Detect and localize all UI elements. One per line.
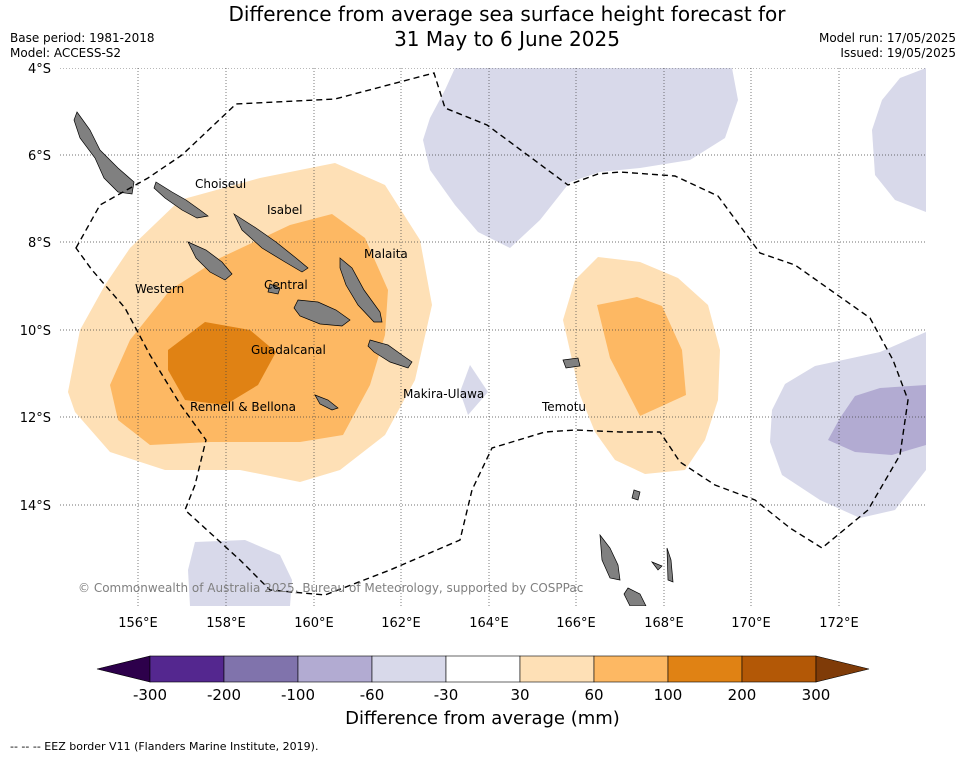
place-choiseul: Choiseul — [195, 177, 246, 191]
island-new-georgia — [187, 241, 233, 281]
title-line-2: 31 May to 6 June 2025 — [394, 27, 620, 51]
colorbar-tick-labels: -300 -200 -100 -60 -30 30 60 100 200 300 — [133, 686, 830, 704]
colorbar-segment — [667, 655, 743, 683]
island-rennell — [314, 394, 339, 411]
island-vanuatu-small2 — [666, 547, 674, 583]
contour-negative-south — [188, 540, 292, 606]
lon-label: 170°E — [731, 616, 771, 631]
contour-negative-east-inner — [828, 385, 926, 455]
colorbar-segment — [445, 655, 521, 683]
model-run: Model run: 17/05/2025 — [818, 31, 956, 45]
lat-label: 10°S — [20, 324, 51, 339]
longitude-labels: 156°E 158°E 160°E 162°E 164°E 166°E 168°… — [118, 616, 859, 631]
contour-positive-100-west — [168, 322, 276, 405]
lon-label: 160°E — [294, 616, 334, 631]
island-guadalcanal — [293, 299, 351, 327]
colorbar: -300 -200 -100 -60 -30 30 60 100 200 300 — [96, 655, 870, 704]
lon-label: 156°E — [118, 616, 158, 631]
gridlines — [60, 68, 926, 606]
colorbar-segment — [149, 655, 225, 683]
eez-border — [75, 72, 909, 596]
contour-negative-north — [423, 68, 738, 248]
land — [73, 111, 674, 606]
eez-legend-note: -- -- -- EEZ border V11 (Flanders Marine… — [10, 740, 319, 753]
place-rennell-bellona: Rennell & Bellona — [190, 400, 296, 414]
island-choiseul — [153, 181, 209, 219]
colorbar-segments — [149, 655, 817, 683]
lon-label: 158°E — [206, 616, 246, 631]
meta-right: Model run: 17/05/2025 Issued: 19/05/2025 — [819, 31, 956, 61]
colorbar-under-arrow — [96, 655, 151, 683]
place-makira-ulawa: Makira-Ulawa — [403, 387, 484, 401]
base-period: Base period: 1981-2018 — [10, 31, 155, 45]
island-isabel — [233, 213, 309, 273]
colorbar-segment — [297, 655, 373, 683]
map-area: © Commonwealth of Australia 2025, Bureau… — [60, 68, 926, 606]
colorbar-tick-label: 200 — [728, 686, 757, 704]
colorbar-tick-label: -30 — [434, 686, 459, 704]
island-santa-cruz — [562, 357, 581, 369]
place-labels: Choiseul Isabel Malaita Western Central … — [135, 177, 586, 414]
colorbar-segment — [741, 655, 817, 683]
contour-negative-makira — [460, 365, 488, 415]
colorbar-tick-label: -100 — [281, 686, 315, 704]
lat-label: 4°S — [28, 62, 51, 77]
chart-title: Difference from average sea surface heig… — [0, 2, 965, 52]
latitude-labels: 4°S 6°S 8°S 10°S 12°S 14°S — [20, 62, 51, 514]
colorbar-title: Difference from average (mm) — [345, 708, 620, 729]
place-isabel: Isabel — [267, 203, 302, 217]
lat-label: 6°S — [28, 149, 51, 164]
place-malaita: Malaita — [364, 247, 408, 261]
colorbar-segment — [223, 655, 299, 683]
place-guadalcanal: Guadalcanal — [251, 343, 326, 357]
model-name: Model: ACCESS-S2 — [10, 46, 122, 60]
island-vanuatu-malekula — [623, 587, 647, 606]
colorbar-tick-label: -300 — [133, 686, 167, 704]
island-makira — [367, 339, 413, 369]
island-vanuatu-small3 — [631, 489, 641, 501]
lat-label: 14°S — [20, 499, 51, 514]
island-vanuatu-espiritu — [599, 533, 621, 581]
colorbar-segment — [593, 655, 669, 683]
lon-label: 162°E — [381, 616, 421, 631]
colorbar-segment — [519, 655, 595, 683]
lat-label: 12°S — [20, 411, 51, 426]
lon-label: 164°E — [469, 616, 509, 631]
colorbar-segment — [371, 655, 447, 683]
contour-negative-northeast — [872, 68, 926, 212]
colorbar-tick-label: 300 — [802, 686, 831, 704]
title-line-1: Difference from average sea surface heig… — [228, 2, 786, 26]
place-central: Central — [264, 278, 308, 292]
issued-date: Issued: 19/05/2025 — [840, 46, 956, 60]
lon-label: 168°E — [644, 616, 684, 631]
meta-left: Base period: 1981-2018 Model: ACCESS-S2 — [10, 31, 155, 61]
colorbar-over-arrow — [815, 655, 870, 683]
copyright: © Commonwealth of Australia 2025, Bureau… — [78, 581, 583, 595]
island-bougainville — [73, 111, 135, 195]
colorbar-tick-label: 30 — [510, 686, 529, 704]
colorbar-tick-label: -200 — [207, 686, 241, 704]
island-malaita — [339, 257, 383, 323]
lon-label: 166°E — [556, 616, 596, 631]
colorbar-tick-label: 100 — [654, 686, 683, 704]
place-temotu: Temotu — [541, 400, 586, 414]
colorbar-tick-label: -60 — [360, 686, 385, 704]
lat-label: 8°S — [28, 236, 51, 251]
island-vanuatu-small1 — [650, 561, 663, 571]
colorbar-tick-label: 60 — [584, 686, 603, 704]
island-central — [267, 283, 281, 295]
place-western: Western — [135, 282, 184, 296]
lon-label: 172°E — [819, 616, 859, 631]
